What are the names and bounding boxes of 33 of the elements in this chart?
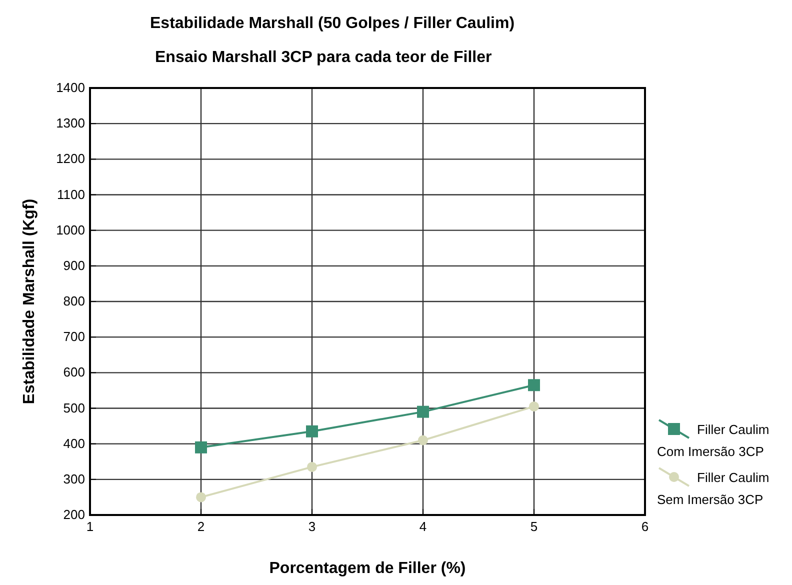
chart-subtitle: Ensaio Marshall 3CP para cada teor de Filler bbox=[155, 49, 492, 66]
y-tick-label: 600 bbox=[63, 364, 85, 380]
point bbox=[529, 401, 539, 412]
x-axis-title: Porcentagem de Filler (%) bbox=[269, 560, 466, 577]
y-tick-label: 1200 bbox=[56, 151, 85, 166]
y-tick-label: 400 bbox=[63, 436, 85, 451]
x-tick-label: 6 bbox=[641, 519, 649, 534]
x-tick-label: 5 bbox=[530, 519, 538, 534]
point bbox=[418, 435, 428, 446]
y-tick-label: 700 bbox=[63, 329, 85, 344]
legend-label: Filler Caulim Sem Imersão 3CP bbox=[657, 470, 770, 507]
point bbox=[307, 462, 317, 472]
point bbox=[417, 406, 429, 418]
y-tick-label: 1000 bbox=[56, 222, 85, 238]
legend-label: Filler Caulim Com Imersão 3CP bbox=[657, 422, 770, 459]
y-axis-title: Estabilidade Marshall (Kgf) bbox=[21, 198, 38, 404]
y-tick-label: 1300 bbox=[56, 116, 85, 131]
x-tick-label: 3 bbox=[308, 519, 316, 534]
x-tick-label: 2 bbox=[197, 519, 205, 534]
x-tick-label: 1 bbox=[86, 519, 94, 534]
y-tick-label: 1400 bbox=[56, 80, 85, 95]
point bbox=[528, 379, 540, 392]
point bbox=[306, 425, 318, 438]
y-tick-label: 500 bbox=[63, 400, 85, 416]
x-tick-label: 4 bbox=[419, 519, 427, 534]
point bbox=[195, 441, 207, 454]
y-tick-label: 800 bbox=[63, 294, 85, 308]
y-tick-label: 1100 bbox=[57, 186, 85, 202]
y-tick-label: 200 bbox=[63, 507, 85, 522]
point bbox=[196, 492, 206, 502]
y-tick-label: 900 bbox=[63, 258, 85, 273]
chart-title: Estabilidade Marshall (50 Golpes / Filler Caulim) bbox=[150, 15, 515, 32]
y-tick-label: 300 bbox=[63, 471, 85, 486]
